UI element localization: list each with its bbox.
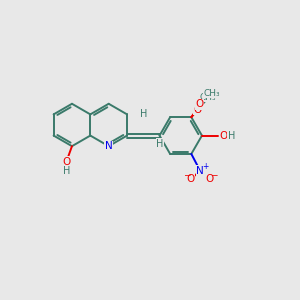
Text: O: O — [219, 130, 228, 141]
Text: O: O — [62, 157, 71, 167]
Text: N: N — [105, 141, 112, 151]
Text: H: H — [156, 139, 164, 149]
Text: O: O — [187, 174, 195, 184]
Text: −: − — [210, 170, 218, 179]
Text: O: O — [194, 105, 202, 115]
Text: O: O — [206, 174, 214, 184]
Text: H: H — [63, 166, 70, 176]
Text: H: H — [228, 130, 236, 141]
Text: −: − — [182, 170, 190, 179]
Text: H: H — [140, 109, 147, 119]
Text: O: O — [196, 99, 204, 109]
Text: CH₃: CH₃ — [200, 93, 216, 102]
Text: +: + — [202, 162, 208, 171]
Text: CH₃: CH₃ — [204, 88, 220, 98]
Text: N: N — [196, 166, 204, 176]
